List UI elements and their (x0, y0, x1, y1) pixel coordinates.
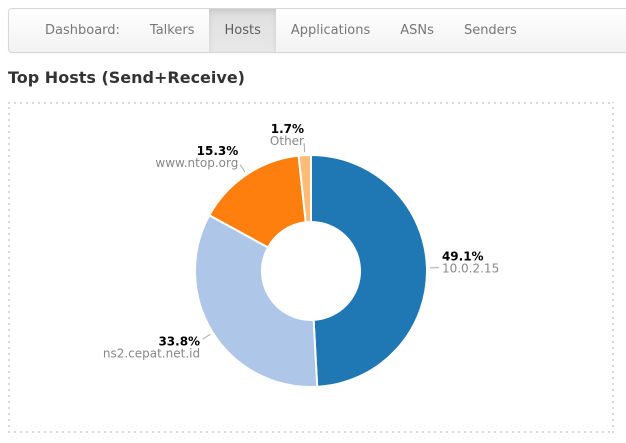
slice-percent-label: 1.7% (271, 122, 304, 136)
slice-percent-label: 33.8% (158, 335, 200, 349)
slice-name-label: ns2.cepat.net.id (103, 347, 200, 361)
donut-slice-10-0-2-15[interactable] (310, 153, 428, 388)
nav-item-dashboard[interactable]: Dashboard: (45, 23, 120, 38)
slice-name-label: 10.0.2.15 (442, 261, 499, 275)
chart-panel: 49.1% 10.0.2.15 33.8% ns2.cepat.net.id 15.3%… (8, 102, 614, 433)
dashboard-navbar: Dashboard: Talkers Hosts Applications ASNs Se… (8, 8, 626, 53)
donut-slice-other[interactable] (297, 153, 312, 224)
nav-item-senders[interactable]: Senders (463, 23, 517, 38)
donut-slice-ns2-cepat-net-id[interactable] (194, 213, 319, 388)
slice-percent-label: 49.1% (442, 249, 484, 263)
navbar-items: Dashboard: Talkers Hosts Applications ASNs Se… (9, 9, 532, 52)
slice-name-label: www.ntop.org (155, 156, 238, 170)
page-title: Top Hosts (Send+Receive) (8, 68, 245, 87)
nav-item-hosts[interactable]: Hosts (209, 9, 276, 52)
label-leader-line (202, 333, 211, 340)
nav-item-talkers[interactable]: Talkers (149, 23, 195, 38)
label-leader-line (239, 164, 246, 173)
nav-item-applications[interactable]: Applications (290, 23, 371, 38)
slice-name-label: Other (270, 134, 304, 148)
slice-percent-label: 15.3% (197, 144, 239, 158)
top-hosts-donut-chart: 49.1%10.0.2.15 33.8%ns2.cepat.net.id 15.3%… (103, 122, 499, 388)
nav-item-asns[interactable]: ASNs (400, 23, 434, 38)
